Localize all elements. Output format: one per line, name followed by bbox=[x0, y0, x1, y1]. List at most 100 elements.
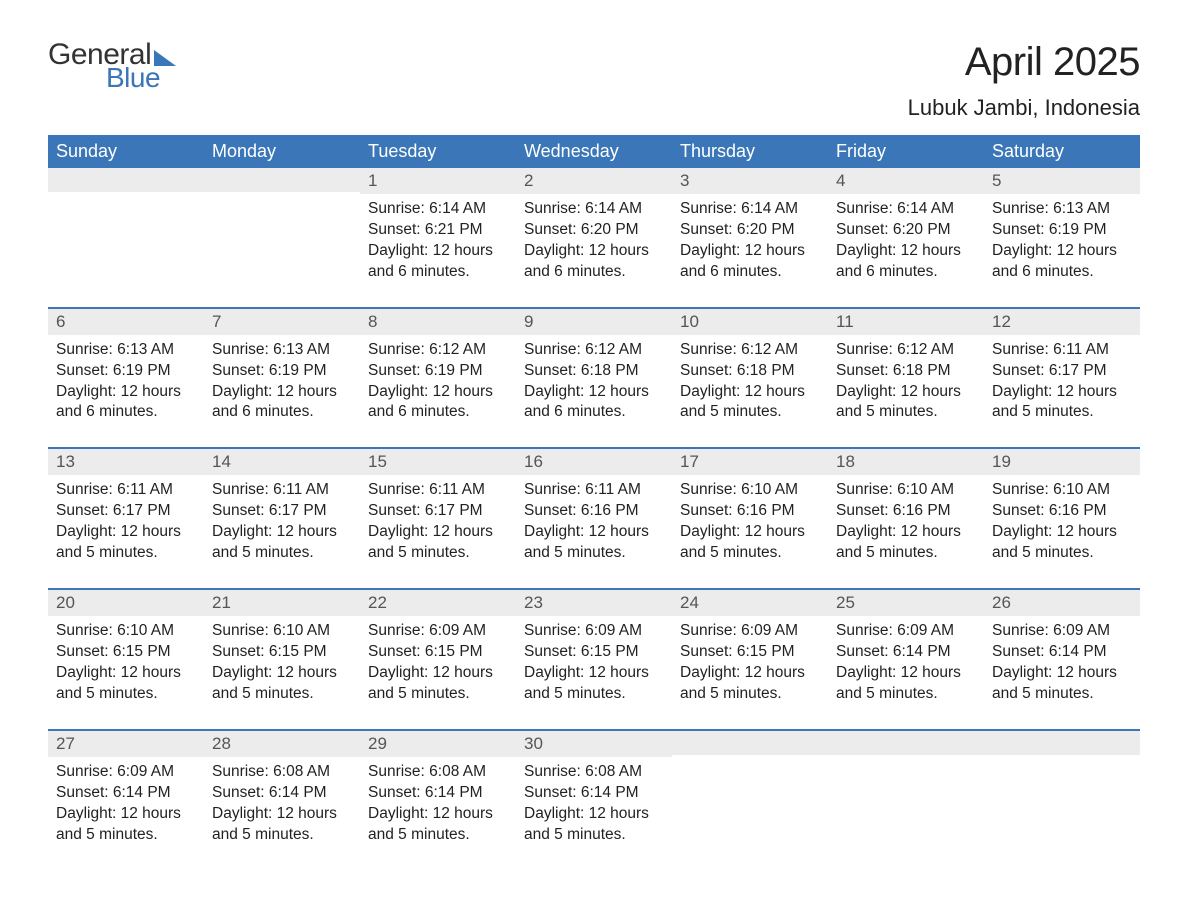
day-cell: 13Sunrise: 6:11 AMSunset: 6:17 PMDayligh… bbox=[48, 447, 204, 588]
day-header: Thursday bbox=[672, 135, 828, 168]
day-number: 5 bbox=[984, 168, 1140, 194]
day-cell: 9Sunrise: 6:12 AMSunset: 6:18 PMDaylight… bbox=[516, 307, 672, 448]
day-cell: 11Sunrise: 6:12 AMSunset: 6:18 PMDayligh… bbox=[828, 307, 984, 448]
day-number: 29 bbox=[360, 731, 516, 757]
day-body: Sunrise: 6:12 AMSunset: 6:19 PMDaylight:… bbox=[360, 335, 516, 448]
day-cell: 24Sunrise: 6:09 AMSunset: 6:15 PMDayligh… bbox=[672, 588, 828, 729]
day-body: Sunrise: 6:14 AMSunset: 6:20 PMDaylight:… bbox=[828, 194, 984, 307]
day-cell: 25Sunrise: 6:09 AMSunset: 6:14 PMDayligh… bbox=[828, 588, 984, 729]
day-cell bbox=[828, 729, 984, 870]
day-cell bbox=[984, 729, 1140, 870]
day-cell: 12Sunrise: 6:11 AMSunset: 6:17 PMDayligh… bbox=[984, 307, 1140, 448]
day-number: 3 bbox=[672, 168, 828, 194]
logo: General Blue bbox=[48, 40, 176, 92]
day-cell: 22Sunrise: 6:09 AMSunset: 6:15 PMDayligh… bbox=[360, 588, 516, 729]
day-cell: 20Sunrise: 6:10 AMSunset: 6:15 PMDayligh… bbox=[48, 588, 204, 729]
day-body: Sunrise: 6:12 AMSunset: 6:18 PMDaylight:… bbox=[828, 335, 984, 448]
day-number: 28 bbox=[204, 731, 360, 757]
day-cell: 15Sunrise: 6:11 AMSunset: 6:17 PMDayligh… bbox=[360, 447, 516, 588]
day-cell: 5Sunrise: 6:13 AMSunset: 6:19 PMDaylight… bbox=[984, 168, 1140, 307]
day-header: Tuesday bbox=[360, 135, 516, 168]
day-cell: 26Sunrise: 6:09 AMSunset: 6:14 PMDayligh… bbox=[984, 588, 1140, 729]
day-header-row: SundayMondayTuesdayWednesdayThursdayFrid… bbox=[48, 135, 1140, 168]
day-number: 22 bbox=[360, 590, 516, 616]
location-subtitle: Lubuk Jambi, Indonesia bbox=[908, 95, 1140, 121]
day-cell bbox=[48, 168, 204, 307]
day-body: Sunrise: 6:12 AMSunset: 6:18 PMDaylight:… bbox=[672, 335, 828, 448]
day-body: Sunrise: 6:09 AMSunset: 6:14 PMDaylight:… bbox=[828, 616, 984, 729]
day-body: Sunrise: 6:10 AMSunset: 6:16 PMDaylight:… bbox=[672, 475, 828, 588]
day-body bbox=[48, 192, 204, 288]
day-number: 23 bbox=[516, 590, 672, 616]
day-body: Sunrise: 6:09 AMSunset: 6:15 PMDaylight:… bbox=[360, 616, 516, 729]
day-cell: 6Sunrise: 6:13 AMSunset: 6:19 PMDaylight… bbox=[48, 307, 204, 448]
day-number: 24 bbox=[672, 590, 828, 616]
day-header: Wednesday bbox=[516, 135, 672, 168]
day-body: Sunrise: 6:14 AMSunset: 6:20 PMDaylight:… bbox=[516, 194, 672, 307]
day-header: Saturday bbox=[984, 135, 1140, 168]
day-number: 13 bbox=[48, 449, 204, 475]
day-number: 14 bbox=[204, 449, 360, 475]
day-cell bbox=[204, 168, 360, 307]
day-body: Sunrise: 6:09 AMSunset: 6:14 PMDaylight:… bbox=[48, 757, 204, 870]
day-number bbox=[672, 731, 828, 755]
day-number: 7 bbox=[204, 309, 360, 335]
day-cell: 3Sunrise: 6:14 AMSunset: 6:20 PMDaylight… bbox=[672, 168, 828, 307]
day-number: 30 bbox=[516, 731, 672, 757]
week-row: 6Sunrise: 6:13 AMSunset: 6:19 PMDaylight… bbox=[48, 307, 1140, 448]
day-cell: 14Sunrise: 6:11 AMSunset: 6:17 PMDayligh… bbox=[204, 447, 360, 588]
day-number: 15 bbox=[360, 449, 516, 475]
day-header: Monday bbox=[204, 135, 360, 168]
day-cell: 4Sunrise: 6:14 AMSunset: 6:20 PMDaylight… bbox=[828, 168, 984, 307]
day-cell: 18Sunrise: 6:10 AMSunset: 6:16 PMDayligh… bbox=[828, 447, 984, 588]
day-cell: 23Sunrise: 6:09 AMSunset: 6:15 PMDayligh… bbox=[516, 588, 672, 729]
day-number bbox=[828, 731, 984, 755]
day-cell: 1Sunrise: 6:14 AMSunset: 6:21 PMDaylight… bbox=[360, 168, 516, 307]
day-body: Sunrise: 6:09 AMSunset: 6:15 PMDaylight:… bbox=[672, 616, 828, 729]
day-number bbox=[204, 168, 360, 192]
day-cell: 21Sunrise: 6:10 AMSunset: 6:15 PMDayligh… bbox=[204, 588, 360, 729]
day-number: 17 bbox=[672, 449, 828, 475]
day-body: Sunrise: 6:14 AMSunset: 6:21 PMDaylight:… bbox=[360, 194, 516, 307]
day-number: 12 bbox=[984, 309, 1140, 335]
day-body: Sunrise: 6:10 AMSunset: 6:16 PMDaylight:… bbox=[828, 475, 984, 588]
day-cell: 17Sunrise: 6:10 AMSunset: 6:16 PMDayligh… bbox=[672, 447, 828, 588]
week-row: 1Sunrise: 6:14 AMSunset: 6:21 PMDaylight… bbox=[48, 168, 1140, 307]
day-body: Sunrise: 6:13 AMSunset: 6:19 PMDaylight:… bbox=[48, 335, 204, 448]
day-body: Sunrise: 6:11 AMSunset: 6:17 PMDaylight:… bbox=[204, 475, 360, 588]
day-cell: 27Sunrise: 6:09 AMSunset: 6:14 PMDayligh… bbox=[48, 729, 204, 870]
logo-blue-text: Blue bbox=[106, 64, 176, 92]
day-number bbox=[48, 168, 204, 192]
day-number: 21 bbox=[204, 590, 360, 616]
day-number: 19 bbox=[984, 449, 1140, 475]
title-block: April 2025 Lubuk Jambi, Indonesia bbox=[908, 40, 1140, 121]
day-number: 8 bbox=[360, 309, 516, 335]
day-body bbox=[984, 755, 1140, 851]
day-body: Sunrise: 6:10 AMSunset: 6:16 PMDaylight:… bbox=[984, 475, 1140, 588]
day-number: 20 bbox=[48, 590, 204, 616]
day-number: 27 bbox=[48, 731, 204, 757]
calendar-table: SundayMondayTuesdayWednesdayThursdayFrid… bbox=[48, 135, 1140, 869]
day-body: Sunrise: 6:09 AMSunset: 6:15 PMDaylight:… bbox=[516, 616, 672, 729]
day-number bbox=[984, 731, 1140, 755]
header: General Blue April 2025 Lubuk Jambi, Ind… bbox=[48, 40, 1140, 121]
week-row: 27Sunrise: 6:09 AMSunset: 6:14 PMDayligh… bbox=[48, 729, 1140, 870]
day-body: Sunrise: 6:09 AMSunset: 6:14 PMDaylight:… bbox=[984, 616, 1140, 729]
day-body: Sunrise: 6:11 AMSunset: 6:17 PMDaylight:… bbox=[984, 335, 1140, 448]
day-body: Sunrise: 6:13 AMSunset: 6:19 PMDaylight:… bbox=[984, 194, 1140, 307]
day-body: Sunrise: 6:11 AMSunset: 6:17 PMDaylight:… bbox=[360, 475, 516, 588]
week-row: 20Sunrise: 6:10 AMSunset: 6:15 PMDayligh… bbox=[48, 588, 1140, 729]
page-title: April 2025 bbox=[908, 40, 1140, 85]
day-body bbox=[204, 192, 360, 288]
day-number: 16 bbox=[516, 449, 672, 475]
day-number: 25 bbox=[828, 590, 984, 616]
day-body: Sunrise: 6:11 AMSunset: 6:17 PMDaylight:… bbox=[48, 475, 204, 588]
day-body: Sunrise: 6:08 AMSunset: 6:14 PMDaylight:… bbox=[204, 757, 360, 870]
day-cell bbox=[672, 729, 828, 870]
day-cell: 2Sunrise: 6:14 AMSunset: 6:20 PMDaylight… bbox=[516, 168, 672, 307]
day-header: Friday bbox=[828, 135, 984, 168]
day-body bbox=[672, 755, 828, 851]
day-cell: 19Sunrise: 6:10 AMSunset: 6:16 PMDayligh… bbox=[984, 447, 1140, 588]
day-number: 6 bbox=[48, 309, 204, 335]
day-cell: 16Sunrise: 6:11 AMSunset: 6:16 PMDayligh… bbox=[516, 447, 672, 588]
